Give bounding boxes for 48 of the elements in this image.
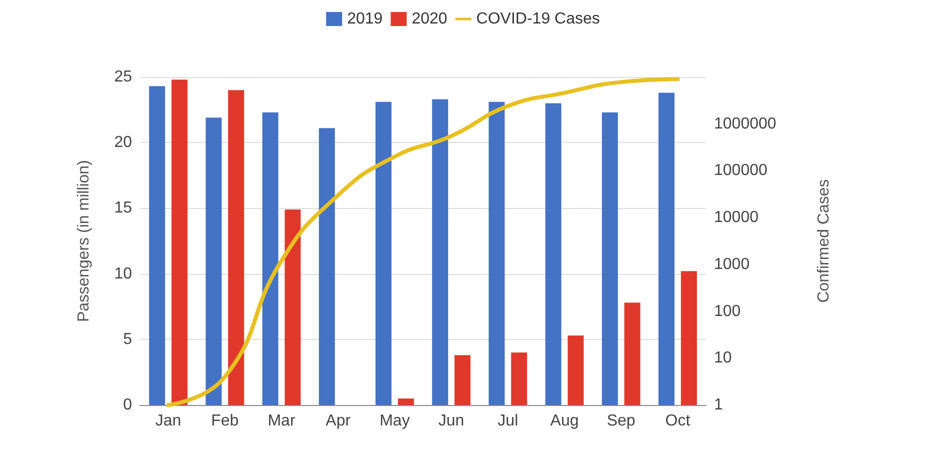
bar [398, 398, 414, 405]
y-tick-label: 5 [123, 330, 132, 348]
x-tick-label: Sep [606, 412, 636, 430]
y2-axis-title: Confirmed Cases [816, 179, 832, 303]
x-tick-label: Jan [155, 412, 182, 430]
legend-label: 2020 [412, 10, 448, 28]
bar [602, 112, 618, 405]
y-tick-label: 15 [114, 200, 132, 217]
bar [454, 355, 470, 405]
bar [262, 112, 278, 405]
bar [488, 102, 505, 405]
y2-tick-label: 1000 [714, 256, 750, 273]
bar [568, 335, 584, 405]
x-tick-label: Oct [665, 412, 691, 430]
bar [511, 352, 528, 405]
y-tick-label: 0 [123, 396, 132, 414]
bar [680, 271, 697, 405]
bar [376, 102, 392, 405]
x-tick-label: Aug [550, 412, 579, 430]
legend-label: COVID-19 Cases [476, 10, 600, 28]
bar [284, 210, 301, 405]
y-tick-label: 10 [114, 265, 132, 282]
bar [432, 99, 448, 405]
bar [318, 128, 335, 405]
y2-tick-label: 100 [714, 302, 741, 320]
y-tick-label: 25 [114, 68, 132, 86]
x-tick-label: Feb [211, 412, 239, 430]
bar [658, 92, 674, 405]
y2-tick-label: 10 [714, 350, 732, 367]
y-tick-label: 20 [114, 134, 132, 152]
y-axis-title: Passengers (in million) [76, 160, 92, 322]
y2-tick-label: 1000000 [714, 115, 776, 132]
x-tick-label: Apr [326, 412, 352, 430]
bar [545, 103, 562, 405]
x-tick-label: Jul [498, 412, 518, 430]
y2-tick-label: 1 [714, 396, 723, 414]
x-tick-label: May [380, 412, 410, 430]
y2-tick-label: 100000 [714, 162, 768, 180]
x-tick-label: Jun [438, 412, 464, 430]
bar [624, 302, 640, 405]
bar [172, 80, 188, 405]
x-tick-label: Mar [268, 412, 296, 430]
bar [228, 90, 244, 405]
legend-label: 2019 [347, 10, 383, 28]
bar [206, 118, 222, 405]
line-series [166, 77, 680, 407]
y2-tick-label: 10000 [714, 209, 759, 226]
bar [149, 86, 166, 405]
